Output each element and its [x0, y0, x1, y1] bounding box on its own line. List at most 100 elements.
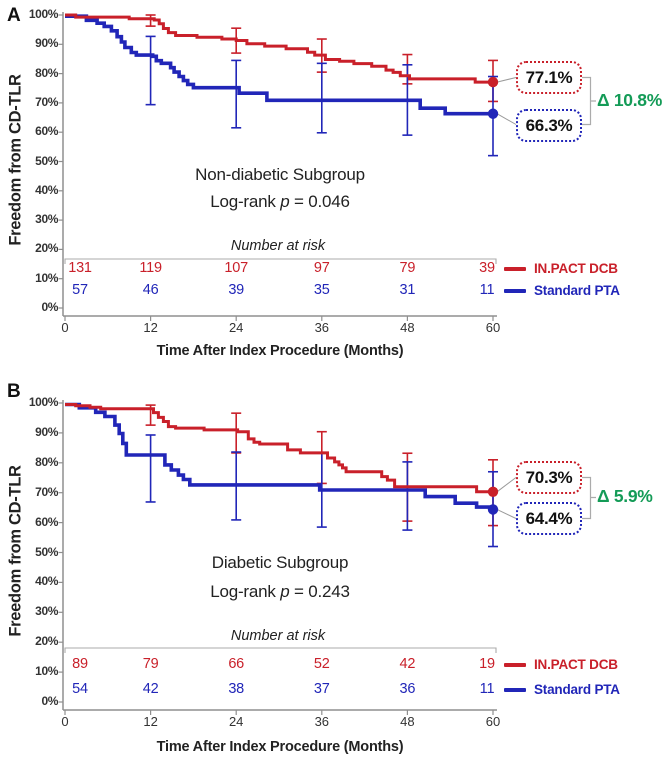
x-tick-label: 36 — [314, 320, 330, 335]
end-label-pta: 66.3% — [516, 109, 582, 142]
y-tick-label: 0% — [41, 300, 58, 314]
leader-line — [496, 508, 517, 519]
delta-label: Δ 5.9% — [597, 486, 653, 506]
legend-dash-blue — [504, 289, 526, 293]
logrank-prefix: Log-rank — [210, 582, 281, 601]
delta-label: Δ 10.8% — [597, 90, 662, 110]
delta-bracket — [582, 476, 596, 520]
at-risk-count: 57 — [72, 282, 88, 298]
y-tick-label: 80% — [35, 454, 58, 469]
y-axis-title: Freedom from CD-TLR — [6, 465, 25, 637]
x-tick-label: 48 — [400, 714, 415, 729]
panel-letter: A — [7, 5, 21, 26]
legend-row-dcb: IN.PACT DCB — [504, 260, 618, 278]
x-axis-title: Time After Index Procedure (Months) — [156, 343, 404, 359]
y-tick-label: 20% — [35, 241, 58, 256]
logrank-value: = 0.046 — [289, 192, 350, 211]
at-risk-count: 52 — [313, 656, 330, 672]
legend-row-pta: Standard PTA — [504, 681, 620, 699]
logrank-label: Log-rank p = 0.243 — [210, 582, 350, 602]
y-tick-label: 10% — [35, 664, 58, 679]
x-tick-label: 60 — [485, 320, 501, 335]
at-risk-count: 89 — [72, 656, 88, 672]
at-risk-count: 39 — [479, 260, 495, 276]
at-risk-count: 131 — [68, 260, 92, 276]
leader-line — [496, 113, 517, 125]
y-tick-label: 0% — [41, 694, 58, 708]
x-tick-label: 24 — [228, 714, 244, 729]
y-tick-label: 30% — [35, 604, 58, 619]
x-tick-label: 60 — [485, 714, 501, 729]
subtitle: Non-diabetic Subgroup — [195, 165, 365, 184]
at-risk-count: 39 — [228, 282, 245, 298]
delta-bracket — [582, 76, 596, 126]
x-axis-title: Time After Index Procedure (Months) — [156, 739, 404, 755]
end-dot — [487, 504, 499, 515]
km-curve-in-pact-dcb — [65, 403, 493, 494]
at-risk-bracket — [64, 647, 497, 653]
legend-dash-blue — [504, 688, 526, 692]
logrank-p-symbol: p — [280, 192, 290, 211]
legend-label-dcb: IN.PACT DCB — [534, 261, 618, 276]
x-tick-label: 12 — [143, 320, 158, 335]
legend-dash-red — [504, 267, 526, 271]
y-tick-label: 60% — [35, 124, 58, 139]
y-tick-label: 30% — [35, 212, 58, 227]
at-risk-count: 19 — [479, 656, 495, 672]
at-risk-bracket — [64, 258, 497, 264]
legend-row-dcb: IN.PACT DCB — [504, 656, 618, 674]
y-tick-label: 70% — [35, 484, 58, 499]
y-tick-label: 80% — [35, 65, 58, 80]
subtitle: Diabetic Subgroup — [211, 553, 349, 572]
logrank-value: = 0.243 — [289, 582, 350, 601]
end-label-pta: 64.4% — [516, 502, 582, 535]
at-risk-count: 42 — [399, 656, 416, 672]
legend-label-dcb: IN.PACT DCB — [534, 657, 618, 672]
x-tick-label: 36 — [314, 714, 330, 729]
logrank-label: Log-rank p = 0.046 — [210, 192, 350, 212]
y-tick-label: 70% — [35, 94, 58, 109]
at-risk-count: 54 — [72, 681, 88, 697]
panel-letter: B — [7, 381, 21, 402]
at-risk-count: 79 — [142, 656, 159, 672]
y-tick-label: 50% — [35, 153, 58, 168]
legend-label-pta: Standard PTA — [534, 283, 620, 298]
at-risk-count: 36 — [399, 681, 416, 697]
y-tick-label: 40% — [35, 574, 58, 589]
at-risk-count: 107 — [224, 260, 248, 276]
y-axis-title: Freedom from CD-TLR — [6, 74, 25, 246]
end-dot — [487, 76, 499, 88]
end-dot — [487, 108, 499, 119]
at-risk-count: 79 — [399, 260, 416, 276]
y-tick-label: 100% — [28, 7, 58, 21]
at-risk-count: 97 — [313, 260, 330, 276]
x-tick-label: 0 — [61, 320, 69, 335]
end-dot — [487, 486, 499, 498]
y-tick-label: 60% — [35, 514, 58, 529]
x-tick-label: 12 — [143, 714, 158, 729]
y-tick-label: 90% — [35, 424, 58, 439]
logrank-p-symbol: p — [280, 582, 290, 601]
at-risk-count: 38 — [228, 681, 245, 697]
legend-dash-red — [504, 663, 526, 667]
leader-line — [496, 477, 517, 493]
km-curve-standard-pta — [65, 14, 493, 116]
y-tick-label: 10% — [35, 270, 58, 285]
x-tick-label: 0 — [61, 714, 69, 729]
y-tick-label: 100% — [28, 395, 58, 409]
logrank-prefix: Log-rank — [210, 192, 281, 211]
at-risk-count: 66 — [228, 656, 245, 672]
y-tick-label: 20% — [35, 634, 58, 649]
number-at-risk-label: Number at risk — [230, 628, 326, 644]
at-risk-count: 42 — [142, 681, 159, 697]
at-risk-count: 35 — [313, 282, 330, 298]
x-tick-label: 24 — [228, 320, 244, 335]
legend-label-pta: Standard PTA — [534, 682, 620, 697]
legend-row-pta: Standard PTA — [504, 282, 620, 300]
y-tick-label: 50% — [35, 544, 58, 559]
at-risk-count: 11 — [479, 282, 495, 298]
leader-line — [496, 77, 517, 83]
x-tick-label: 48 — [400, 320, 415, 335]
